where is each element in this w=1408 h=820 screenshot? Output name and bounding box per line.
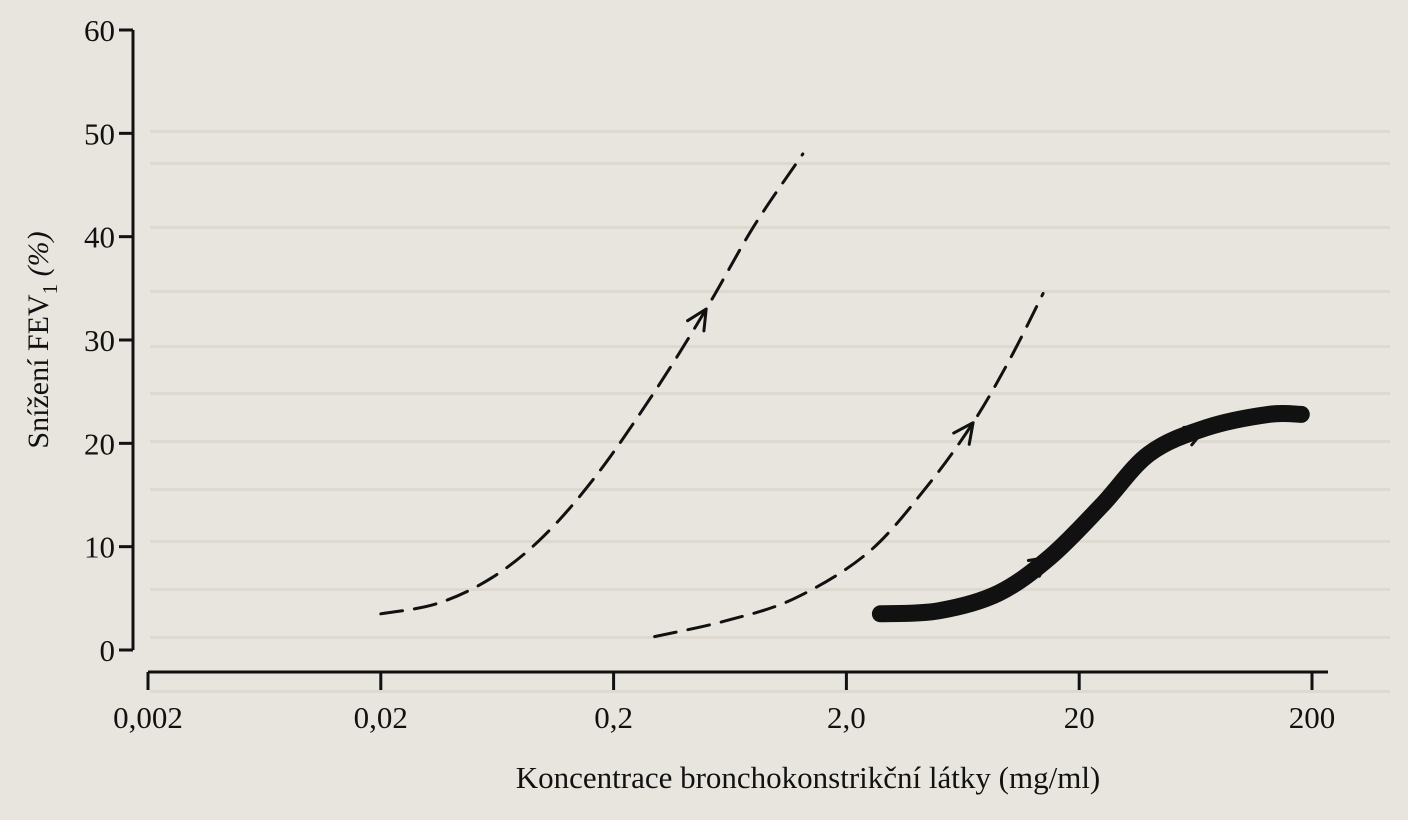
series-arrow-1 bbox=[686, 307, 708, 333]
reverse-page-bleed bbox=[150, 162, 1390, 165]
y-tick-label: 10 bbox=[84, 530, 115, 565]
y-tick-label: 60 bbox=[84, 13, 115, 48]
x-tick-label: 0,02 bbox=[354, 700, 408, 735]
series-arrow-3 bbox=[1182, 425, 1208, 447]
x-axis-label: Koncentrace bronchokonstrikční látky (mg… bbox=[516, 760, 1101, 795]
y-tick-label: 0 bbox=[100, 633, 116, 668]
y-tick-label: 20 bbox=[84, 426, 115, 461]
x-axis-ticks: 0,002 0,02 0,2 2,0 20 200 bbox=[113, 672, 1335, 735]
series-line-3 bbox=[871, 404, 1310, 623]
x-tick-label: 0,002 bbox=[113, 700, 183, 735]
series-line-2 bbox=[653, 292, 1045, 639]
reverse-page-bleed bbox=[150, 488, 1390, 491]
reverse-page-bleed bbox=[150, 588, 1390, 591]
reverse-page-bleed bbox=[150, 540, 1390, 543]
x-tick-label: 2,0 bbox=[827, 700, 866, 735]
x-tick-label: 0,2 bbox=[594, 700, 633, 735]
x-tick-label: 20 bbox=[1064, 700, 1095, 735]
reverse-page-bleed bbox=[150, 226, 1390, 229]
y-tick-label: 30 bbox=[84, 323, 115, 358]
y-axis-label: Snížení FEV1 (%) bbox=[22, 231, 62, 448]
series-layer bbox=[379, 152, 1310, 639]
reverse-page-bleed bbox=[150, 440, 1390, 443]
reverse-page-bleed bbox=[150, 130, 1390, 133]
reverse-page-bleed bbox=[150, 690, 1390, 693]
reverse-page-bleed bbox=[150, 290, 1390, 293]
series-arrow-3 bbox=[1026, 555, 1052, 578]
series-arrow-2 bbox=[952, 421, 975, 446]
series-line-1 bbox=[379, 152, 805, 616]
y-tick-label: 50 bbox=[84, 116, 115, 151]
y-tick-label: 40 bbox=[84, 220, 115, 255]
reverse-page-bleed bbox=[150, 392, 1390, 395]
reverse-page-bleed bbox=[150, 345, 1390, 348]
y-axis-ticks: 0 10 20 30 40 50 60 bbox=[84, 13, 133, 668]
reverse-page-bleed bbox=[150, 636, 1390, 639]
x-tick-label: 200 bbox=[1289, 700, 1336, 735]
